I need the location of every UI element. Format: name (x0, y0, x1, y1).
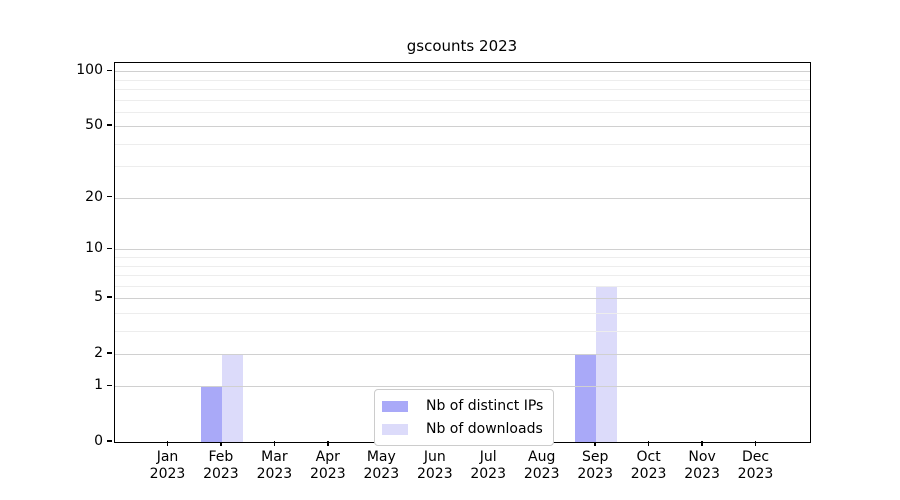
legend-item-downloads: Nb of downloads (382, 420, 543, 438)
y-tick-0 (107, 440, 113, 442)
x-tick-month-jul: Jul (479, 449, 497, 465)
gridline-minor-7 (115, 275, 810, 276)
gridline-minor-90 (115, 79, 810, 81)
gridline-minor-8 (115, 265, 810, 267)
x-tick-month-nov: Nov (688, 449, 716, 465)
gridline-minor-60 (115, 111, 810, 113)
x-tick-label-apr: Apr 2023 (296, 449, 360, 483)
x-tick-year-mar: 2023 (256, 466, 293, 482)
gridline-minor-3 (115, 330, 810, 332)
bar-nb-of-downloads-sep (596, 285, 618, 442)
x-tick-month-apr: Apr (315, 449, 340, 465)
x-tick-year-jun: 2023 (416, 466, 453, 482)
y-tick-2 (107, 352, 113, 354)
x-tick-label-jun: Jun 2023 (403, 449, 467, 483)
gridline-minor-9 (115, 257, 810, 259)
gridline-major-1 (115, 386, 810, 388)
y-tick-label-0: 0 (94, 433, 103, 449)
x-tick-year-feb: 2023 (203, 466, 239, 482)
x-tick-year-jan: 2023 (149, 466, 186, 482)
x-tick-month-jan: Jan (156, 449, 179, 465)
x-tick-year-nov: 2023 (684, 466, 720, 482)
bar-nb-of-downloads-feb (221, 353, 243, 442)
legend: Nb of distinct IPs Nb of downloads (374, 389, 555, 446)
x-tick-label-oct: Oct 2023 (617, 449, 681, 483)
x-tick-month-jun: Jun (423, 449, 446, 465)
y-tick-100 (107, 69, 113, 72)
gridline-minor-4 (115, 312, 810, 314)
gridline-major-5 (115, 298, 810, 300)
bar-nb-of-distinct-ips-feb (200, 386, 222, 442)
y-tick-10 (107, 247, 113, 250)
x-tick-year-jul: 2023 (470, 466, 506, 482)
x-tick-label-feb: Feb 2023 (189, 449, 253, 483)
y-tick-label-20: 20 (85, 188, 103, 205)
plot-area: Nb of distinct IPs Nb of downloads (114, 62, 811, 446)
x-tick-month-dec: Dec (741, 449, 770, 465)
legend-swatch-downloads (382, 423, 408, 435)
x-tick-label-dec: Dec 2023 (724, 449, 788, 483)
legend-item-distinct-ips: Nb of distinct IPs (382, 397, 543, 415)
x-tick-month-aug: Aug (528, 449, 556, 465)
y-tick-label-1: 1 (94, 377, 103, 394)
y-tick-label-10: 10 (85, 240, 103, 257)
y-tick-label-100: 100 (76, 62, 103, 79)
y-tick-20 (107, 195, 113, 198)
x-tick-label-aug: Aug 2023 (510, 449, 574, 483)
gridline-minor-80 (115, 89, 810, 90)
x-tick-year-may: 2023 (363, 466, 400, 482)
gridline-minor-40 (115, 143, 810, 145)
y-tick-label-50: 50 (85, 117, 103, 134)
x-tick-year-aug: 2023 (523, 466, 560, 482)
x-tick-month-oct: Oct (636, 449, 661, 465)
bar-nb-of-distinct-ips-sep (575, 353, 597, 442)
y-tick-50 (107, 124, 113, 126)
gridline-major-2 (115, 353, 810, 355)
x-tick-month-may: May (366, 449, 396, 465)
x-tick-label-nov: Nov 2023 (670, 449, 734, 483)
x-tick-label-jan: Jan 2023 (136, 449, 200, 483)
y-tick-label-5: 5 (94, 289, 103, 306)
legend-swatch-distinct-ips (382, 400, 408, 412)
legend-label-downloads: Nb of downloads (426, 421, 543, 437)
chart-title: gscounts 2023 (406, 37, 518, 55)
y-tick-1 (107, 384, 113, 387)
x-tick-year-oct: 2023 (630, 466, 667, 482)
x-tick-month-feb: Feb (208, 449, 234, 465)
gridline-major-10 (115, 249, 810, 251)
gridline-minor-30 (115, 166, 810, 168)
x-tick-label-sep: Sep 2023 (563, 449, 627, 483)
x-tick-month-sep: Sep (581, 449, 609, 465)
gridline-major-20 (115, 197, 810, 199)
y-tick-label-2: 2 (94, 344, 103, 361)
x-tick-label-mar: Mar 2023 (242, 449, 306, 483)
x-tick-label-jul: Jul 2023 (456, 449, 520, 483)
gridline-major-50 (115, 126, 810, 128)
x-tick-label-may: May 2023 (349, 449, 413, 483)
gridline-major-100 (115, 71, 810, 73)
gridline-minor-70 (115, 99, 810, 101)
gridline-minor-6 (115, 285, 810, 287)
legend-label-distinct-ips: Nb of distinct IPs (426, 398, 544, 414)
x-tick-month-mar: Mar (261, 449, 288, 465)
x-tick-year-sep: 2023 (577, 466, 613, 482)
x-tick-year-dec: 2023 (737, 466, 774, 482)
y-tick-5 (107, 296, 113, 298)
x-tick-year-apr: 2023 (309, 466, 346, 482)
